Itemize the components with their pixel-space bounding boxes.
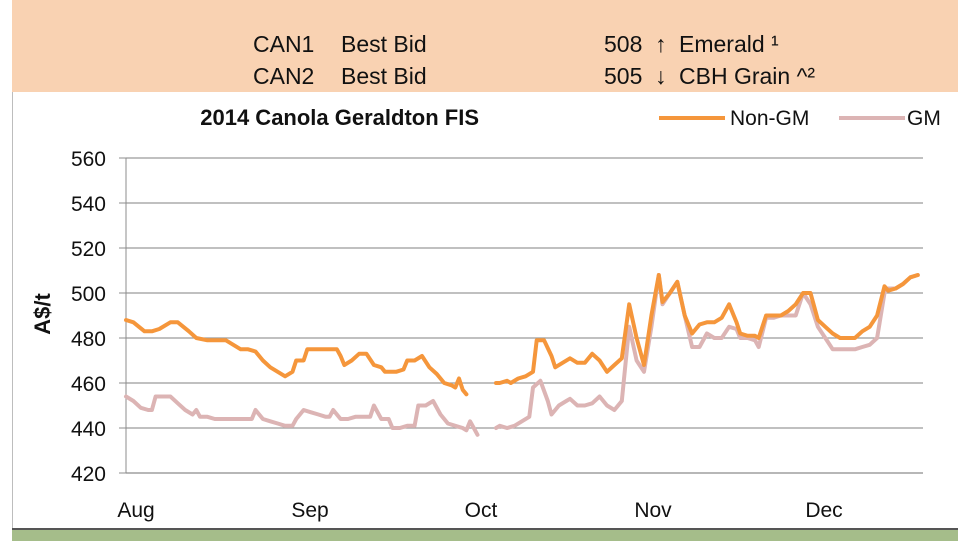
y-tick-labels: 420 440 460 480 500 520 540 560 xyxy=(71,148,106,486)
chart-frame: 420 440 460 480 500 520 540 560 Aug Sep Oct Nov Dec… xyxy=(12,92,958,528)
bid-buyer: Emerald ¹ xyxy=(679,31,779,57)
legend-label-non-gm: Non-GM xyxy=(730,107,809,130)
bid-banner: ​ CAN1 Best Bid 508 ↑ Emerald ¹ CAN2 Bes… xyxy=(12,0,958,92)
x-tick-label: Dec xyxy=(805,499,842,522)
bid-value: 508 xyxy=(604,31,643,57)
bid-grade: CAN1 xyxy=(253,31,315,57)
y-tick-label: 540 xyxy=(71,193,106,216)
canola-price-chart: 420 440 460 480 500 520 540 560 Aug Sep Oct Nov Dec… xyxy=(30,105,941,522)
y-tick-label: 560 xyxy=(71,148,106,171)
chart-title: 2014 Canola Geraldton FIS xyxy=(200,105,479,130)
bid-label: Best Bid xyxy=(341,31,427,57)
series-line-non-gm xyxy=(124,318,469,397)
bid-buyer: CBH Grain ^² xyxy=(679,63,816,89)
x-tick-label: Nov xyxy=(634,499,672,522)
bid-arrow-up-icon: ↑ xyxy=(655,31,667,57)
gridlines xyxy=(119,157,923,474)
y-tick-label: 520 xyxy=(71,238,106,261)
series-line-gm xyxy=(124,394,480,437)
bid-value: 505 xyxy=(604,63,643,89)
y-tick-label: 500 xyxy=(71,283,106,306)
series-line-gm xyxy=(494,273,920,430)
bottom-band xyxy=(12,528,958,541)
x-tick-labels: Aug Sep Oct Nov Dec xyxy=(117,499,842,522)
y-tick-label: 440 xyxy=(71,418,106,441)
bottom-band-left xyxy=(0,528,12,539)
y-tick-label: 460 xyxy=(71,373,106,396)
x-tick-label: Oct xyxy=(465,499,498,522)
bid-grade: CAN2 xyxy=(253,63,315,89)
series-line-non-gm xyxy=(494,273,920,385)
x-tick-label: Aug xyxy=(117,499,154,522)
y-axis-label: A$/t xyxy=(30,293,55,335)
bid-arrow-down-icon: ↓ xyxy=(655,63,667,89)
y-tick-label: 420 xyxy=(71,463,106,486)
legend-label-gm: GM xyxy=(907,107,941,130)
series-lines xyxy=(124,273,920,437)
y-tick-label: 480 xyxy=(71,328,106,351)
legend: Non-GM GM xyxy=(659,107,941,130)
x-tick-label: Sep xyxy=(291,499,328,522)
bid-label: Best Bid xyxy=(341,63,427,89)
